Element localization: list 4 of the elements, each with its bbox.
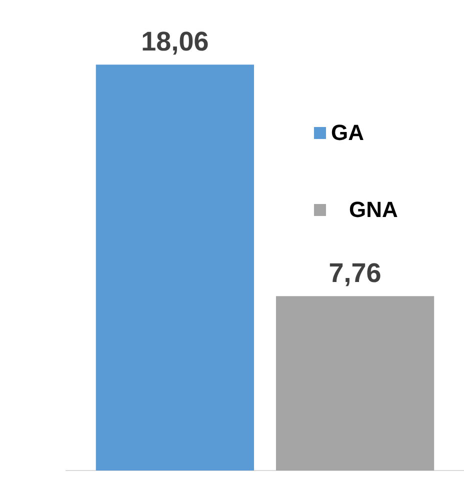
data-label: 7,76 (328, 258, 382, 288)
data-label: 18,06 (141, 26, 209, 57)
legend-label: GA (331, 120, 364, 146)
legend-label: GNA (349, 197, 398, 222)
